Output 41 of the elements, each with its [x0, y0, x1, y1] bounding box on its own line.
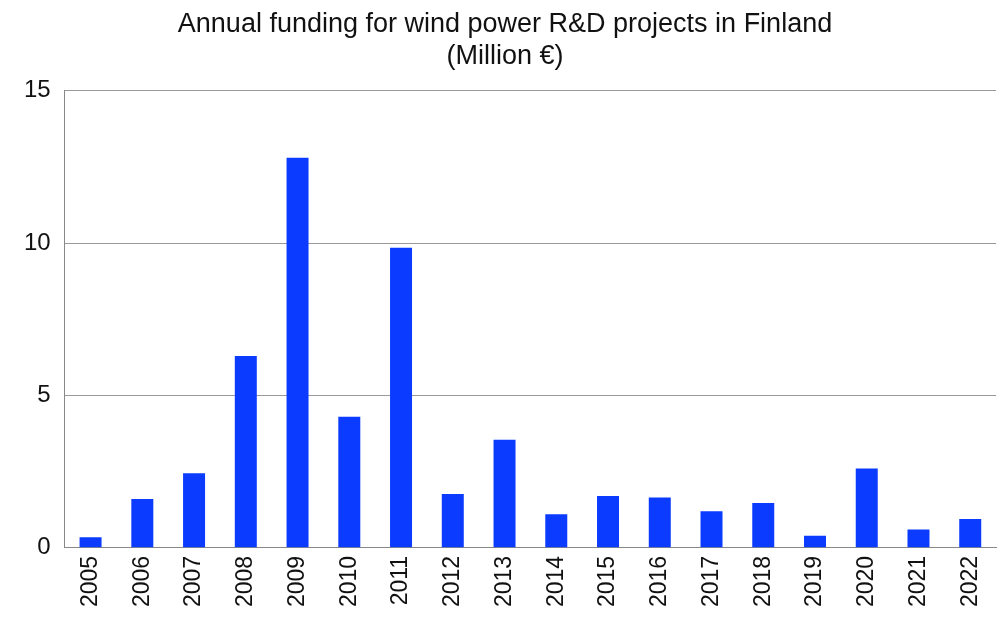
bar [752, 503, 775, 548]
bar [79, 537, 102, 548]
x-tick-label: 2014 [541, 555, 568, 608]
bar [390, 247, 413, 548]
bar [183, 473, 206, 548]
x-tick-label: 2016 [645, 555, 672, 608]
x-tick-label: 2005 [75, 555, 102, 608]
x-tick-label: 2015 [593, 555, 620, 608]
x-tick-label: 2008 [231, 555, 258, 608]
x-tick-label: 2013 [489, 555, 516, 608]
bar [700, 511, 723, 548]
y-tick-label: 15 [23, 75, 51, 103]
x-tick-label: 2018 [748, 555, 775, 608]
y-tick-label: 5 [37, 380, 51, 408]
x-tick-label: 2022 [955, 555, 982, 608]
bar [545, 514, 568, 548]
y-tick-label: 0 [37, 532, 51, 560]
x-tick-label: 2017 [696, 555, 723, 608]
bar [338, 416, 361, 548]
bar [907, 529, 930, 548]
bar [286, 157, 309, 548]
bar [234, 355, 257, 548]
bar [597, 496, 620, 548]
x-tick-label: 2010 [334, 555, 361, 608]
bar [493, 439, 516, 548]
x-tick-label: 2006 [127, 555, 154, 608]
bar [804, 535, 826, 548]
x-tick-label: 2009 [282, 555, 309, 608]
bar [959, 518, 982, 548]
x-tick-label: 2012 [438, 555, 465, 608]
x-tick-label: 2020 [852, 555, 879, 608]
bar [441, 493, 464, 548]
bar [648, 497, 671, 548]
chart-title: Annual funding for wind power R&D projects in Finland (Million €) [177, 7, 833, 71]
x-tick-label: 2021 [903, 555, 930, 608]
x-tick-label: 2011 [386, 555, 413, 606]
bar [855, 468, 878, 548]
y-tick-label: 10 [23, 227, 51, 255]
bar [131, 499, 154, 548]
x-tick-label: 2019 [800, 555, 827, 608]
x-tick-label: 2007 [179, 555, 206, 608]
